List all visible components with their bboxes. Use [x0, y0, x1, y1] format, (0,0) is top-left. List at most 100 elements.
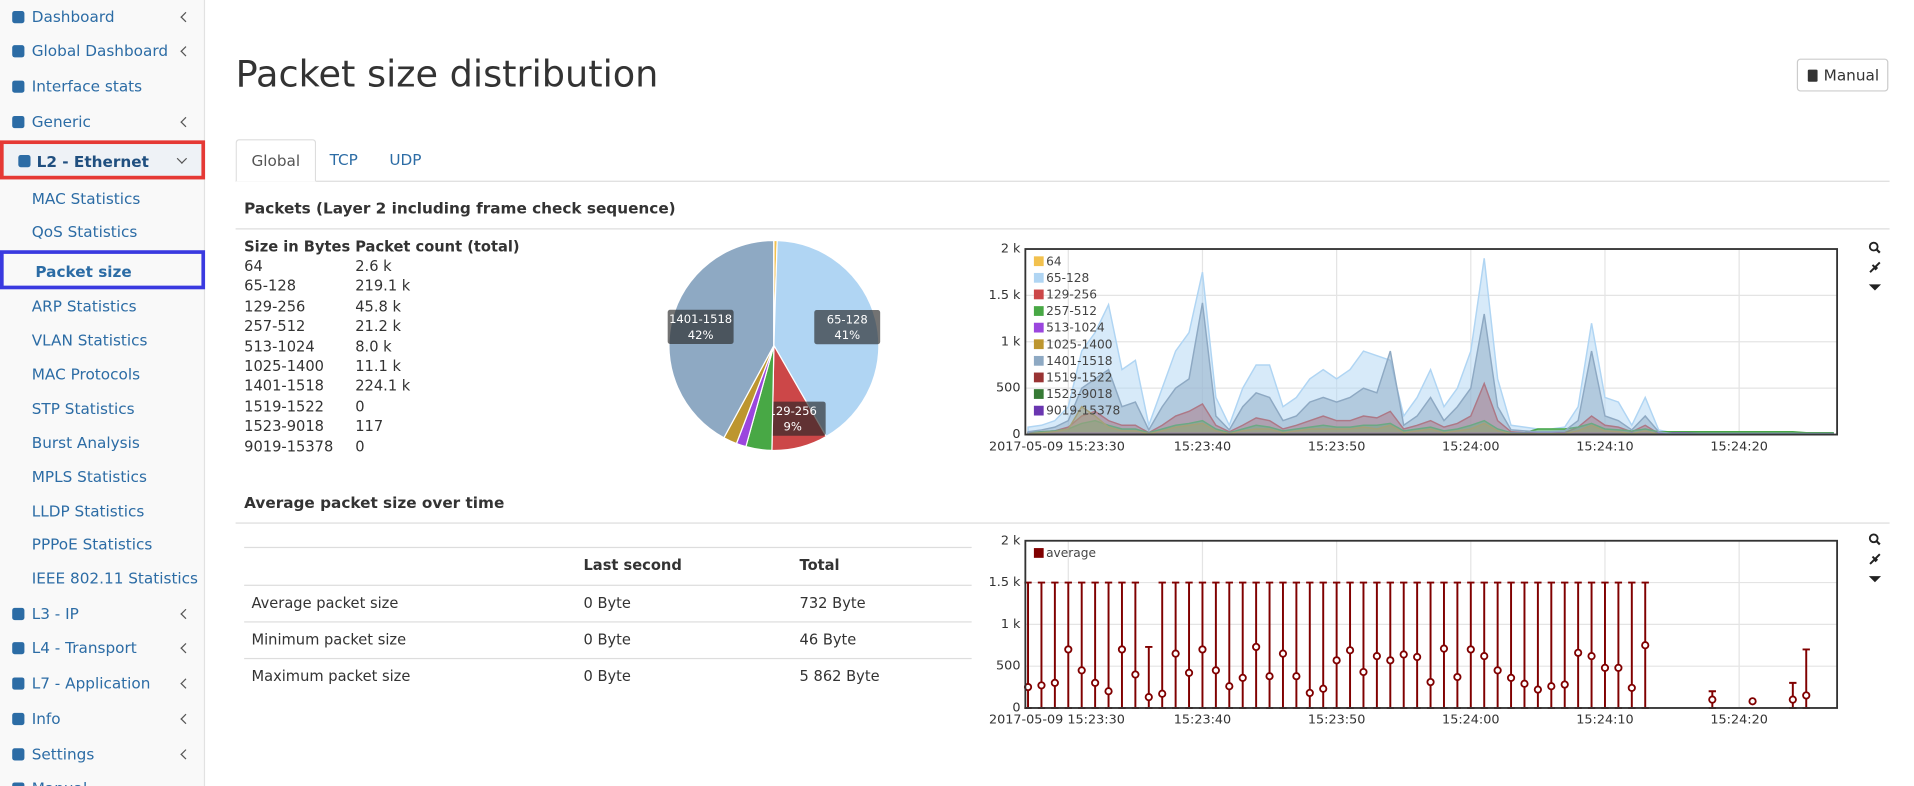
legend-label: 1519-1522 — [1046, 371, 1112, 385]
nav-label[interactable]: L2 - Ethernet — [36, 152, 149, 171]
nav-item[interactable]: L2 - Ethernet — [0, 140, 206, 180]
table-cell: 117 — [355, 417, 384, 435]
legend-swatch — [1033, 272, 1044, 283]
nav-item[interactable]: L7 - Application — [0, 666, 205, 700]
pie-label: 129-256 — [768, 404, 816, 418]
point — [1265, 672, 1274, 681]
nav-label[interactable]: VLAN Statistics — [31, 330, 148, 350]
nav-label[interactable]: Manual — [32, 779, 87, 786]
section-line — [235, 522, 1890, 524]
point — [1252, 642, 1261, 652]
legend-swatch — [1033, 548, 1044, 558]
nav-label[interactable]: Info — [31, 709, 61, 728]
point — [1574, 648, 1583, 657]
pie-value-label: 41% — [834, 328, 860, 342]
nav-item[interactable]: Interface stats — [0, 70, 205, 104]
area — [1027, 302, 1834, 436]
legend-swatch — [1033, 289, 1044, 300]
point — [1708, 695, 1717, 704]
chart-tools — [1868, 533, 1882, 583]
plot-frame — [1024, 248, 1839, 436]
nav-label[interactable]: MAC Statistics — [31, 189, 141, 208]
nav-item[interactable]: Manual — [0, 771, 205, 786]
point — [1560, 680, 1569, 689]
nav-item[interactable]: Settings — [0, 737, 205, 771]
nav-subitem[interactable]: PPPoE Statistics — [0, 527, 205, 561]
point — [1439, 644, 1449, 653]
tab-line — [235, 180, 1890, 182]
x-tick-label: 15:24:00 — [1442, 439, 1499, 454]
nav-subitem[interactable]: LLDP Statistics — [0, 494, 205, 528]
nav-label[interactable]: STP Statistics — [31, 399, 135, 418]
nav-item[interactable]: L4 - Transport — [0, 631, 205, 665]
nav-label[interactable]: ARP Statistics — [31, 296, 137, 315]
y-tick-label: 500 — [996, 659, 1020, 674]
nav-subitem[interactable]: STP Statistics — [0, 392, 205, 426]
manual-button[interactable]: Manual — [1796, 58, 1889, 92]
nav-label[interactable]: Interface stats — [31, 76, 143, 96]
nav-label[interactable]: LLDP Statistics — [31, 501, 145, 521]
point — [1627, 683, 1636, 693]
table-rule — [244, 546, 972, 549]
nav-item[interactable]: Generic — [0, 105, 205, 139]
nav-subitem[interactable]: Burst Analysis — [0, 426, 205, 460]
nav-subitem[interactable]: IEEE 802.11 Statistics — [0, 562, 205, 596]
nav-label[interactable]: MPLS Statistics — [31, 467, 147, 486]
nav-label[interactable]: Settings — [31, 744, 95, 763]
nav-label[interactable]: L4 - Transport — [31, 638, 137, 657]
table-cell: 2.6 k — [355, 257, 392, 275]
nav-label[interactable]: MAC Protocols — [31, 364, 141, 384]
nav-label[interactable]: L7 - Application — [31, 673, 151, 693]
point — [1386, 656, 1395, 665]
nav-subitem[interactable]: VLAN Statistics — [0, 323, 205, 357]
y-tick-label: 1.5 k — [989, 575, 1021, 590]
y-tick-label: 0 — [1012, 427, 1020, 442]
point — [1238, 673, 1247, 682]
nav-label[interactable]: QoS Statistics — [31, 222, 138, 241]
point — [1171, 649, 1180, 658]
nav-item[interactable]: Info — [0, 702, 205, 736]
point — [1506, 673, 1516, 682]
nav-subitem[interactable]: MPLS Statistics — [0, 460, 205, 494]
nav-subitem[interactable]: MAC Protocols — [0, 358, 205, 392]
nav-label[interactable]: Burst Analysis — [31, 433, 140, 452]
nav-label[interactable]: IEEE 802.11 Statistics — [31, 568, 199, 588]
x-tick-label: 15:23:40 — [1174, 439, 1231, 454]
nav-subitem[interactable]: Packet size — [0, 250, 206, 290]
page-title: Packet size distribution — [235, 53, 659, 97]
nav-item[interactable]: Dashboard — [0, 0, 205, 34]
table-cell: 5 862 Byte — [799, 667, 880, 685]
point — [1453, 672, 1462, 682]
nav-subitem[interactable]: MAC Statistics — [0, 182, 205, 216]
nav-subitem[interactable]: ARP Statistics — [0, 289, 205, 323]
point — [1158, 689, 1167, 698]
table-rule — [244, 657, 972, 660]
table-cell: 64 — [244, 257, 263, 275]
nav-label[interactable]: Generic — [31, 112, 91, 131]
nav-icon — [12, 642, 25, 655]
tab[interactable]: UDP — [389, 150, 422, 169]
point — [1332, 656, 1341, 665]
button-label[interactable]: Manual — [1823, 65, 1880, 85]
point — [1802, 691, 1811, 700]
compress-icon — [1869, 261, 1881, 273]
pie-label: 1401-1518 — [669, 312, 732, 326]
nav-label[interactable]: Dashboard — [31, 7, 115, 26]
nav-label[interactable]: Packet size — [35, 262, 132, 281]
nav-label[interactable]: Global Dashboard — [31, 41, 169, 60]
point — [1788, 695, 1797, 704]
legend-swatch — [1033, 306, 1044, 316]
tab[interactable]: Global — [235, 139, 316, 182]
nav-item[interactable]: Global Dashboard — [0, 34, 205, 68]
nav-label[interactable]: PPPoE Statistics — [31, 534, 153, 553]
zoom-icon — [1868, 241, 1879, 252]
nav-label[interactable]: L3 - IP — [31, 604, 79, 623]
nav-subitem[interactable]: QoS Statistics — [0, 215, 205, 249]
x-tick-label: 15:23:50 — [1308, 439, 1365, 454]
table-cell: 65-128 — [244, 277, 297, 295]
book-icon — [1807, 69, 1818, 82]
tab[interactable]: TCP — [329, 150, 358, 169]
table-cell: 0 — [355, 437, 365, 455]
nav-item[interactable]: L3 - IP — [0, 597, 205, 631]
point — [1493, 666, 1502, 675]
